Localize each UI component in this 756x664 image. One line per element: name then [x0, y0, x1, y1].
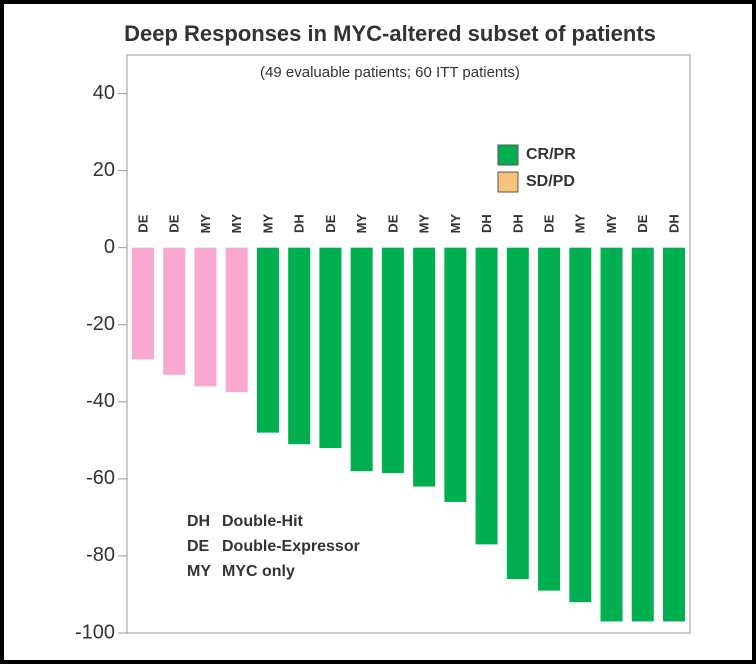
- category-label: MY: [354, 214, 369, 234]
- category-label: DH: [666, 214, 681, 233]
- category-label: DE: [167, 214, 182, 232]
- annotation-code: DE: [187, 538, 210, 555]
- bar: [350, 247, 373, 472]
- bar: [225, 247, 248, 393]
- bar: [319, 247, 342, 449]
- bar: [538, 247, 561, 591]
- category-label: DH: [479, 214, 494, 233]
- annotation-code: DH: [187, 513, 210, 530]
- y-tick-label: 40: [93, 82, 115, 104]
- bar: [631, 247, 654, 622]
- chart-title: Deep Responses in MYC-altered subset of …: [124, 21, 656, 46]
- bar: [663, 247, 685, 622]
- category-label: DE: [635, 214, 650, 232]
- category-label: DH: [510, 214, 525, 233]
- bar: [444, 247, 467, 502]
- category-label: MY: [198, 214, 213, 234]
- legend-label: SD/PD: [526, 173, 575, 190]
- category-label: DE: [541, 214, 556, 232]
- annotation-text: Double-Expressor: [222, 538, 360, 555]
- annotation-code: MY: [187, 563, 211, 580]
- category-label: MY: [573, 214, 588, 234]
- category-label: MY: [229, 214, 244, 234]
- bar: [256, 247, 279, 433]
- annotation-text: MYC only: [222, 563, 295, 580]
- legend-swatch: [497, 171, 519, 193]
- category-label: DE: [385, 214, 400, 232]
- y-tick-label: 20: [93, 159, 115, 181]
- category-label: DE: [323, 214, 338, 232]
- legend-label: CR/PR: [526, 146, 576, 163]
- plot-frame: [126, 54, 691, 634]
- bar: [506, 247, 529, 580]
- bar: [475, 247, 498, 545]
- chart-subtitle: (49 evaluable patients; 60 ITT patients): [260, 64, 520, 81]
- bar: [194, 247, 217, 387]
- category-label: DE: [135, 214, 150, 232]
- category-label: MY: [417, 214, 432, 234]
- bar: [569, 247, 592, 603]
- category-label: MY: [260, 214, 275, 234]
- bar: [132, 247, 154, 360]
- category-label: MY: [448, 214, 463, 234]
- legend-swatch: [497, 144, 519, 166]
- y-tick-label: -80: [86, 544, 115, 566]
- y-tick-label: -60: [86, 467, 115, 489]
- annotation-text: Double-Hit: [222, 513, 304, 530]
- category-label: MY: [604, 214, 619, 234]
- y-tick-label: -40: [86, 390, 115, 412]
- y-tick-label: 0: [104, 236, 115, 258]
- category-label: DH: [292, 214, 307, 233]
- bar: [381, 247, 404, 474]
- bar: [163, 247, 186, 375]
- bar: [600, 247, 623, 622]
- bar: [413, 247, 436, 487]
- y-tick-label: -20: [86, 313, 115, 335]
- bar: [288, 247, 311, 445]
- y-tick-label: -100: [75, 621, 115, 643]
